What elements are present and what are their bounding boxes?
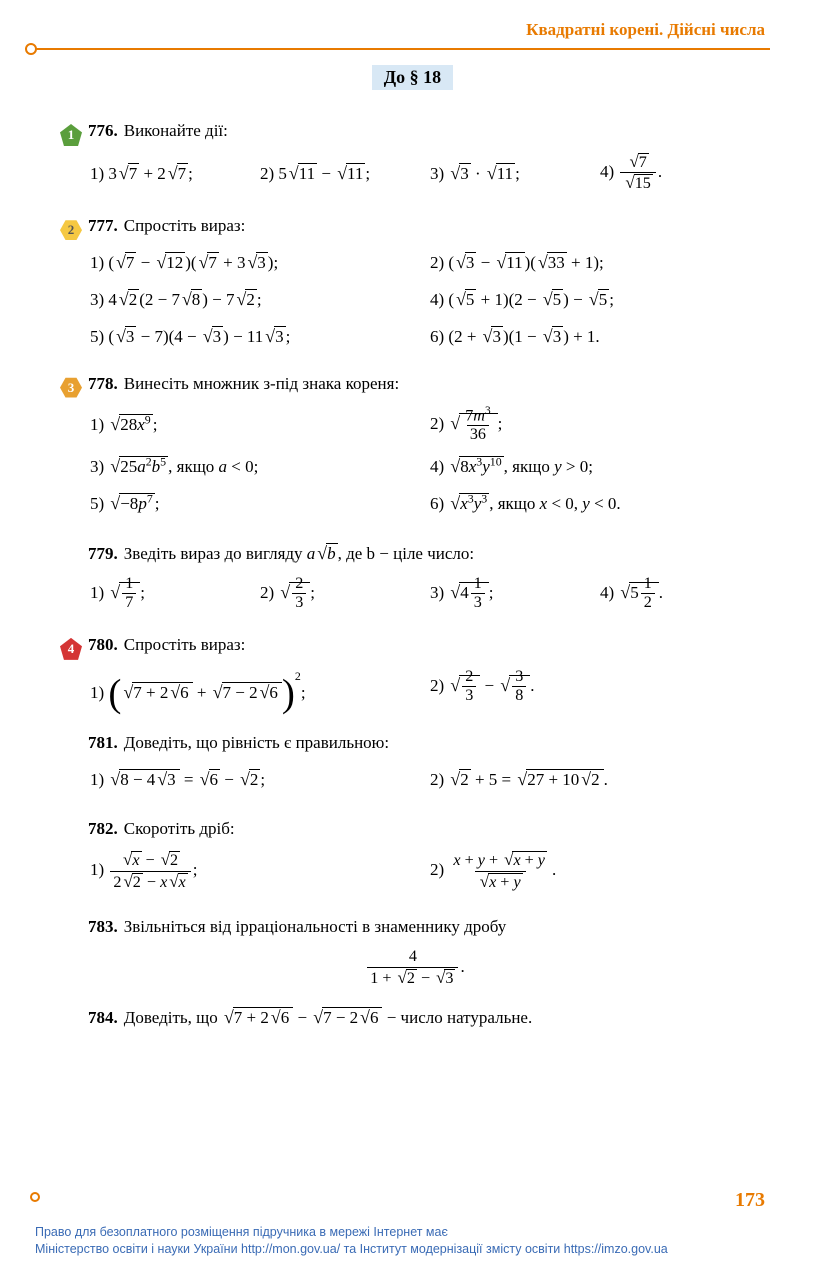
footer-line1: Право для безоплатного розміщення підруч…	[35, 1225, 448, 1239]
problem-number: 783.	[88, 913, 118, 942]
problem-776: 1 776. Виконайте дії: 1) 37 + 27; 2) 511…	[55, 117, 770, 200]
item: 5) −8p7;	[90, 488, 430, 525]
problem-number: 780.	[88, 631, 118, 660]
problem-items: 41 + 2 − 3.	[60, 948, 770, 988]
item: 1) 8 − 43 = 6 − 2;	[90, 764, 430, 801]
item: 1) (7 + 26 + 7 − 26)2;	[90, 666, 430, 714]
problem-780: 4 780. Спростіть вираз: 1) (7 + 26 + 7 −…	[55, 631, 770, 714]
item: 5) (3 − 7)(4 − 3) − 113;	[90, 321, 430, 358]
item: 4) 8x3y10, якщо y > 0;	[430, 451, 770, 488]
item: 2) x + y + x + yx + y.	[430, 850, 770, 898]
item: 2) 23;	[260, 575, 430, 619]
item: 1) x − 222 − xx;	[90, 850, 430, 898]
item: 4) 715.	[600, 152, 770, 200]
problem-number: 781.	[88, 729, 118, 758]
problem-number: 782.	[88, 815, 118, 844]
item: 1) 17;	[90, 575, 260, 619]
problem-title: Спростіть вираз:	[124, 212, 246, 241]
footer-line2: Міністерство освіти і науки України http…	[35, 1242, 668, 1256]
problem-items: 1) 28x9; 2) 7m336; 3) 25a2b5, якщо a < 0…	[60, 405, 770, 525]
item: 1) 28x9;	[90, 409, 430, 446]
header-rule-dot	[25, 43, 37, 55]
problem-items: 1) (7 + 26 + 7 − 26)2; 2) 23 − 38.	[60, 666, 770, 714]
problem-title: Спростіть вираз:	[124, 631, 246, 660]
item: 2) 2 + 5 = 27 + 102.	[430, 764, 770, 801]
item: 3) 413;	[430, 575, 600, 619]
problem-number: 776.	[88, 117, 118, 146]
footer-copyright: Право для безоплатного розміщення підруч…	[35, 1224, 795, 1258]
item: 4) 512.	[600, 575, 770, 619]
difficulty-badge-1: 1	[60, 124, 82, 146]
problem-title: Звільніться від ірраціональності в знаме…	[124, 913, 507, 942]
item: 2) 23 − 38.	[430, 668, 770, 712]
problem-title: Винесіть множник з-під знака кореня:	[124, 370, 399, 399]
problem-items: 1) x − 222 − xx; 2) x + y + x + yx + y.	[60, 850, 770, 898]
problem-title: Скоротіть дріб:	[124, 815, 235, 844]
problem-title: Виконайте дії:	[124, 117, 228, 146]
problem-781: 781. Доведіть, що рівність є правильною:…	[55, 726, 770, 801]
item: 3) 42(2 − 78) − 72;	[90, 284, 430, 321]
item: 4) (5 + 1)(2 − 5) − 5;	[430, 284, 770, 321]
chapter-title: Квадратні корені. Дійсні числа	[55, 20, 770, 40]
item: 2) 511 − 11;	[260, 158, 430, 195]
problem-778: 3 778. Винесіть множник з-під знака коре…	[55, 370, 770, 525]
problem-number: 778.	[88, 370, 118, 399]
difficulty-badge-2: 2	[60, 219, 82, 241]
problem-items: 1) 17; 2) 23; 3) 413; 4) 512.	[60, 575, 770, 619]
problem-782: 782. Скоротіть дріб: 1) x − 222 − xx; 2)…	[55, 812, 770, 898]
problem-784: 784. Доведіть, що 7 + 26 − 7 − 26 − числ…	[55, 1001, 770, 1033]
section-ref: До § 18	[372, 65, 453, 90]
difficulty-badge-4: 4	[60, 638, 82, 660]
footer-rule-dot	[30, 1192, 40, 1202]
problem-777: 2 777. Спростіть вираз: 1) (7 − 12)(7 + …	[55, 212, 770, 358]
header-rule	[30, 48, 770, 50]
item: 2) 7m336;	[430, 405, 770, 452]
item: 2) (3 − 11)(33 + 1);	[430, 247, 770, 284]
problem-title: Доведіть, що 7 + 26 − 7 − 26 − число нат…	[124, 1002, 532, 1033]
problem-items: 1) 37 + 27; 2) 511 − 11; 3) 3 · 11; 4) 7…	[60, 152, 770, 200]
item: 3) 3 · 11;	[430, 158, 600, 195]
textbook-page: Квадратні корені. Дійсні числа До § 18 1…	[0, 0, 815, 1270]
item: 6) x3y3, якщо x < 0, y < 0.	[430, 488, 770, 525]
problem-number: 779.	[88, 540, 118, 569]
page-number: 173	[735, 1189, 765, 1212]
problem-items: 1) 8 − 43 = 6 − 2; 2) 2 + 5 = 27 + 102.	[60, 764, 770, 801]
problem-number: 784.	[88, 1004, 118, 1033]
problem-title: Зведіть вираз до вигляду ab, де b − ціле…	[124, 538, 474, 569]
item: 1) 37 + 27;	[90, 158, 260, 195]
section-ref-wrap: До § 18	[55, 65, 770, 105]
problem-779: 779. Зведіть вираз до вигляду ab, де b −…	[55, 537, 770, 619]
item: 6) (2 + 3)(1 − 3) + 1.	[430, 321, 770, 358]
problem-783: 783. Звільніться від ірраціональності в …	[55, 910, 770, 988]
item: 3) 25a2b5, якщо a < 0;	[90, 451, 430, 488]
problem-number: 777.	[88, 212, 118, 241]
problem-items: 1) (7 − 12)(7 + 33); 2) (3 − 11)(33 + 1)…	[60, 247, 770, 358]
problem-title: Доведіть, що рівність є правильною:	[124, 729, 389, 758]
item: 1) (7 − 12)(7 + 33);	[90, 247, 430, 284]
difficulty-badge-3: 3	[60, 377, 82, 399]
